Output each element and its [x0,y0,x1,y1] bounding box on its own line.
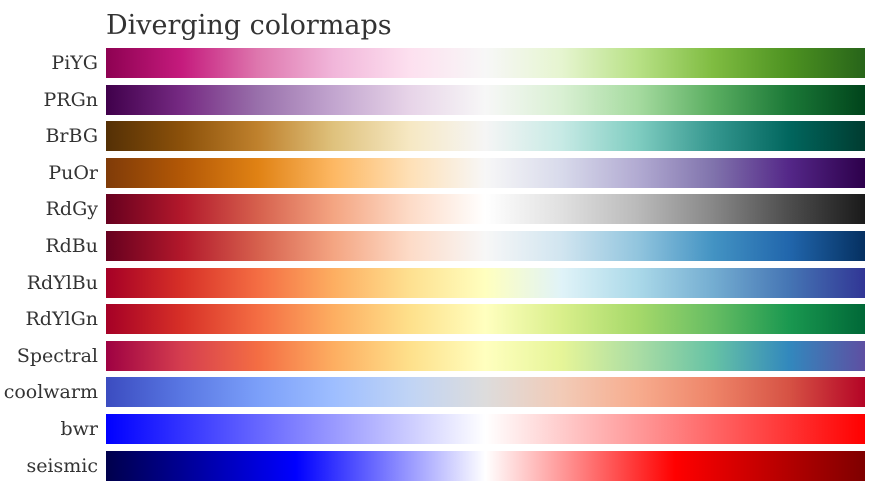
colormap-row: bwr [0,414,879,444]
colormap-label: RdYlGn [25,308,98,331]
colormap-bar [106,414,865,444]
colormap-row: RdBu [0,231,879,261]
colormap-bar [106,340,865,371]
colormap-label: PuOr [48,161,98,184]
colormap-row: coolwarm [0,377,879,408]
colormap-label: Spectral [16,344,98,367]
colormap-label: bwr [60,418,98,440]
colormap-row: PuOr [0,157,879,188]
colormap-label: seismic [26,454,98,477]
colormap-bar [106,48,865,78]
colormap-label: RdYlBu [26,271,98,294]
colormap-row: PiYG [0,48,879,78]
colormap-label: PRGn [43,88,98,111]
colormap-row: RdYlBu [0,267,879,298]
colormap-row: PRGn [0,84,879,115]
colormap-label: coolwarm [3,381,98,404]
colormap-bar [106,121,865,152]
colormap-bar [106,450,865,481]
colormap-bar [106,231,865,261]
colormap-row: seismic [0,450,879,481]
colormap-row: RdYlGn [0,304,879,335]
colormap-row: BrBG [0,121,879,152]
colormap-bar [106,157,865,188]
colormap-bar [106,194,865,225]
colormap-row: Spectral [0,340,879,371]
colormap-label: BrBG [45,125,98,148]
colormap-label: PiYG [51,52,98,74]
colormap-row: RdGy [0,194,879,225]
colormap-bar [106,84,865,115]
colormap-label: RdGy [45,198,98,221]
colormap-label: RdBu [45,235,98,257]
colormap-bar [106,267,865,298]
colormap-bar [106,377,865,408]
chart-title: Diverging colormaps [106,10,392,41]
colormap-bar [106,304,865,335]
